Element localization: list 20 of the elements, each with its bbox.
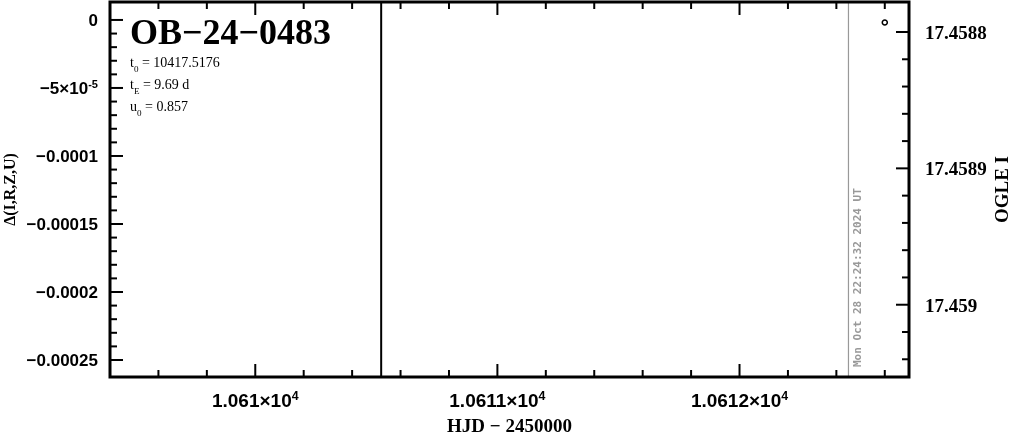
x-axis-title: HJD − 2450000	[447, 415, 572, 434]
y-tick-label: −0.0002	[36, 282, 98, 302]
y-axis-title: Δ(I,R,Z,U)	[1, 153, 19, 226]
y-tick-label: −0.0001	[36, 146, 98, 166]
annotation: Mon Oct 28 22:24:32 2024 UT	[851, 187, 865, 367]
x-tick-label: 1.061×10$^{4}$	[211, 389, 299, 411]
annotation: t$_{0}$ = 10417.5176	[130, 55, 220, 74]
x-tick-label: 1.0612×10$^{4}$	[690, 389, 789, 411]
y-tick-label: 0	[88, 10, 98, 30]
y2-axis-title: OGLE I	[991, 155, 1012, 224]
y-tick-label: −0.00015	[26, 214, 98, 234]
x-tick-label: 1.0611×10$^{4}$	[449, 389, 546, 411]
y2-tick-label: 17.4588	[925, 22, 987, 43]
annotation: u$_{0}$ = 0.857	[130, 99, 188, 118]
chart-title: OB−24−0483	[130, 12, 332, 52]
y-tick-label: −5×10$^{-5}$	[39, 77, 98, 98]
y2-tick-label: 17.4589	[925, 158, 987, 180]
annotation: t$_{E}$ = 9.69 d	[130, 77, 190, 96]
y-tick-label: −0.00025	[26, 351, 98, 370]
y2-tick-label: 17.459	[925, 294, 978, 316]
